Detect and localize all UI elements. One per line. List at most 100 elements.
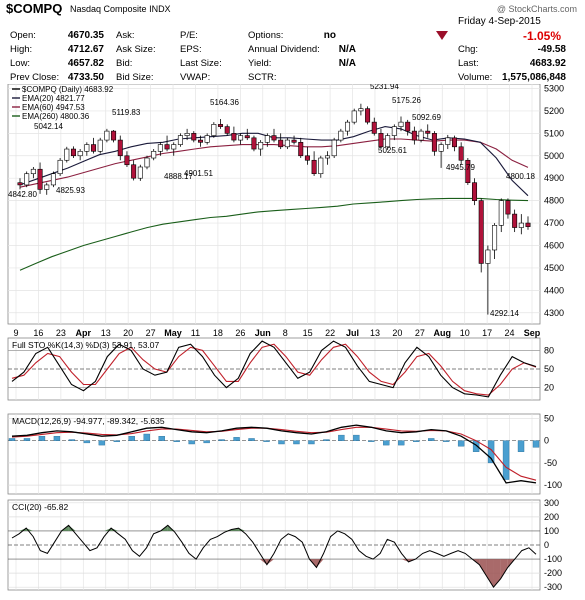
y-tick-label: -50 (544, 458, 557, 468)
field-value: no (323, 30, 336, 41)
x-tick-label: 13 (101, 328, 111, 338)
y-tick-label: -300 (544, 582, 562, 592)
candle (358, 108, 364, 112)
field-label: Yield: (248, 58, 272, 69)
field-label: Low: (10, 58, 31, 69)
price-annotation: 4825.93 (56, 186, 85, 195)
x-tick-label: Jun (255, 328, 271, 338)
x-tick-label: 8 (283, 328, 288, 338)
cci-oversold-fill (486, 559, 494, 588)
field-label: Ask Size: (116, 44, 156, 55)
candle (458, 146, 464, 161)
candle (37, 168, 43, 190)
y-tick-label: 300 (544, 498, 559, 508)
y-tick-label: 4900 (544, 173, 564, 183)
candle (298, 142, 304, 157)
macd-histogram-bar (398, 440, 405, 446)
candle (518, 222, 524, 228)
y-tick-label: 4800 (544, 196, 564, 206)
price-annotation: 5042.14 (34, 122, 63, 131)
candle (451, 137, 457, 148)
y-tick-label: 5300 (544, 84, 564, 93)
y-tick-label: 50 (544, 364, 554, 374)
macd-histogram-bar (353, 434, 360, 441)
price-annotation: 5175.26 (392, 96, 421, 105)
candle (311, 159, 317, 175)
macd-histogram-bar (517, 440, 525, 452)
field-value: 4733.50 (67, 72, 104, 83)
candle (231, 133, 237, 141)
candle (77, 150, 83, 157)
candle (224, 126, 230, 134)
y-tick-label: 5000 (544, 151, 564, 161)
field-label: Chg: (458, 44, 479, 55)
cci-overbought-fill (68, 525, 76, 531)
x-tick-label: 17 (482, 328, 492, 338)
field-value: 4712.67 (67, 44, 104, 55)
y-tick-label: 200 (544, 512, 559, 522)
macd-histogram-bar (173, 440, 180, 442)
y-tick-label: 0 (544, 436, 549, 446)
macd-histogram-bar (413, 440, 420, 442)
macd-histogram-bar (158, 436, 165, 441)
candle (498, 200, 504, 226)
candle (438, 144, 444, 152)
x-tick-label: 10 (460, 328, 470, 338)
candle (258, 142, 264, 150)
candle (525, 222, 531, 227)
field-label: Ask: (116, 30, 135, 41)
candle (211, 124, 217, 136)
price-annotation: 5092.69 (412, 113, 441, 122)
index-name: Nasdaq Composite INDX (70, 4, 171, 14)
macd-histogram-bar (278, 440, 285, 445)
price-annotation: 4842.80 (8, 190, 37, 199)
candle (171, 144, 177, 150)
field-label: High: (10, 44, 33, 55)
macd-panel-frame (7, 413, 541, 495)
macd-histogram-bar (218, 439, 225, 441)
field-value: 4683.92 (529, 58, 566, 69)
candle (91, 144, 97, 152)
ema60-line (19, 138, 529, 188)
field-label: Options: (248, 30, 284, 41)
candle (331, 139, 337, 157)
candle (124, 155, 130, 166)
candle (418, 130, 424, 141)
candle (111, 130, 117, 141)
candle (465, 159, 471, 183)
candle (324, 155, 330, 159)
x-tick-label: 26 (235, 328, 245, 338)
down-arrow-icon (436, 31, 448, 40)
candle (485, 249, 491, 264)
x-tick-label: 20 (392, 328, 402, 338)
field-label: Bid: (116, 58, 133, 69)
field-label: Volume: (458, 72, 493, 83)
macd-histogram-bar (442, 440, 450, 442)
legend-entry: $COMPQ (Daily) 4683.92 (22, 85, 114, 94)
candle (445, 137, 451, 145)
x-tick-label: May (164, 328, 182, 338)
sto-d-line (11, 343, 537, 396)
candle (492, 225, 498, 251)
candle (405, 121, 411, 132)
macd-histogram-bar (68, 439, 76, 441)
x-tick-label: 15 (303, 328, 313, 338)
change-percent: -1.05% (522, 29, 561, 43)
candle (70, 148, 76, 157)
y-tick-label: 50 (544, 413, 554, 423)
cci-oversold-fill (259, 559, 267, 565)
candle (385, 135, 391, 148)
candle (284, 139, 290, 148)
cci-oversold-fill (316, 559, 324, 568)
macd-histogram-bar (53, 436, 61, 441)
sto-label: Full STO %K(14,3) %D(3) 53.91, 53.07 (12, 340, 160, 350)
candle (137, 166, 143, 179)
symbol: $COMPQ (6, 1, 63, 16)
macd-line (11, 424, 537, 484)
candle (478, 200, 484, 264)
candle (84, 144, 90, 152)
candle (251, 137, 257, 150)
macd-histogram-bar (143, 433, 150, 441)
y-tick-label: 4400 (544, 285, 564, 295)
x-tick-label: 27 (415, 328, 425, 338)
